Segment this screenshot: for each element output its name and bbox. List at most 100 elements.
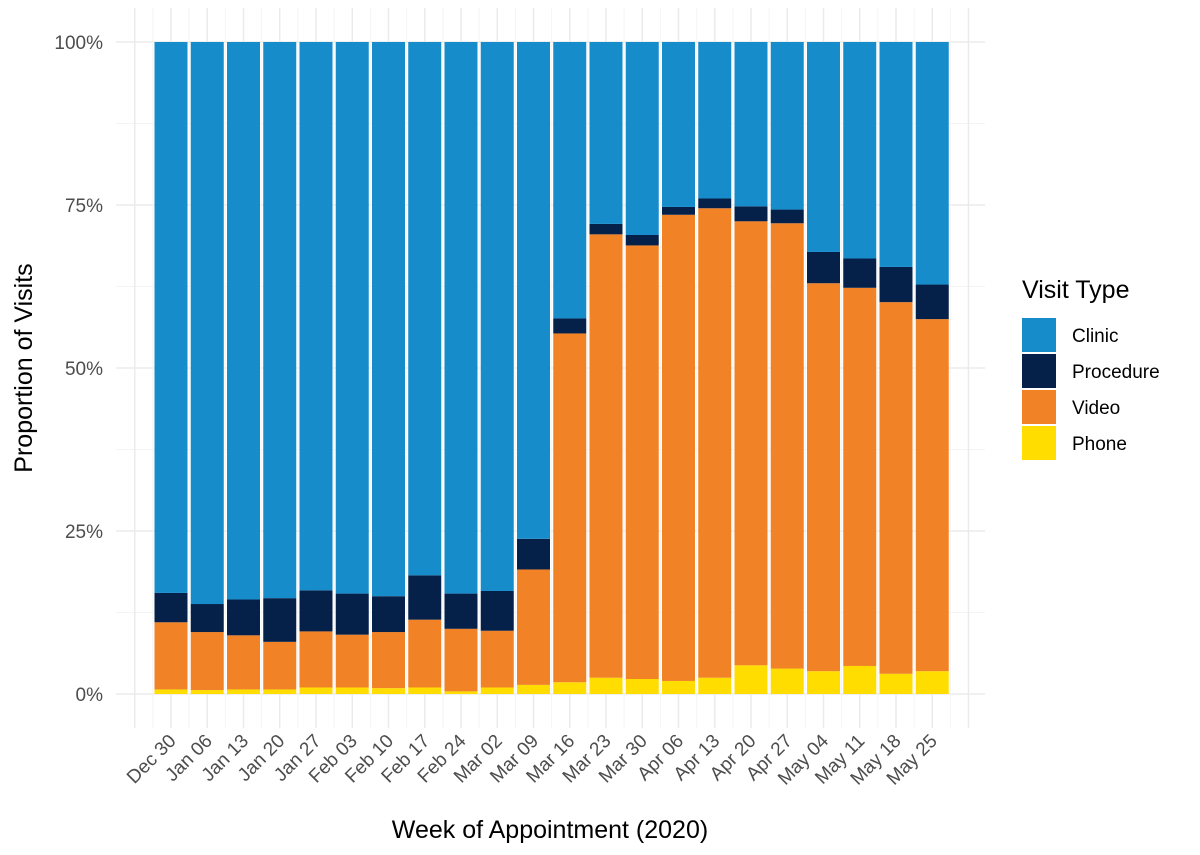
- bar-procedure-mar-02: [480, 590, 514, 631]
- bar-video-mar-02: [480, 630, 514, 688]
- bar-phone-jan-13: [227, 689, 260, 694]
- y-tick-label: 0%: [76, 685, 104, 706]
- y-tick-label: 25%: [65, 522, 103, 543]
- bar-procedure-may-18: [879, 266, 913, 303]
- bar-video-may-18: [879, 302, 913, 674]
- bar-video-apr-27: [770, 223, 804, 669]
- bar-procedure-mar-30: [625, 234, 659, 246]
- y-tick-label: 50%: [65, 359, 103, 380]
- bar-phone-dec-30: [154, 689, 188, 694]
- bar-video-jan-13: [227, 635, 260, 690]
- bar-video-apr-13: [698, 208, 732, 678]
- bar-clinic-mar-02: [480, 42, 514, 591]
- bar-clinic-jan-13: [227, 42, 260, 600]
- x-axis-title: Week of Appointment (2020): [392, 816, 708, 844]
- bar-clinic-feb-17: [408, 42, 442, 576]
- bar-procedure-mar-23: [589, 223, 623, 235]
- bar-procedure-jan-06: [190, 604, 224, 633]
- bar-phone-mar-30: [625, 679, 659, 694]
- bar-phone-may-18: [879, 673, 913, 694]
- y-axis-tick-labels: 0% 25% 50% 75% 100%: [54, 33, 103, 706]
- bar-phone-may-25: [915, 671, 949, 694]
- bar-procedure-feb-24: [444, 593, 478, 629]
- bar-video-mar-23: [589, 234, 623, 678]
- bar-phone-feb-24: [444, 691, 478, 694]
- bar-procedure-apr-20: [734, 206, 768, 222]
- bar-phone-apr-13: [698, 677, 732, 694]
- legend-label-phone: Phone: [1072, 434, 1127, 455]
- bar-phone-feb-10: [372, 688, 405, 694]
- bar-clinic-feb-24: [444, 42, 478, 594]
- legend-key-clinic: [1022, 318, 1056, 352]
- legend-label-clinic: Clinic: [1072, 326, 1118, 347]
- bar-phone-feb-03: [335, 687, 369, 694]
- bar-procedure-feb-17: [408, 575, 442, 620]
- bar-phone-feb-17: [408, 687, 442, 694]
- bar-clinic-mar-09: [517, 42, 550, 539]
- bar-phone-apr-20: [734, 665, 768, 694]
- bar-video-feb-17: [408, 619, 442, 688]
- bar-video-apr-06: [662, 214, 695, 681]
- legend-title: Visit Type: [1022, 276, 1129, 304]
- bar-procedure-jan-13: [227, 599, 260, 636]
- bar-clinic-feb-03: [335, 42, 369, 594]
- bar-procedure-jan-27: [299, 590, 333, 632]
- bar-video-dec-30: [154, 622, 188, 690]
- bar-clinic-apr-20: [734, 42, 768, 207]
- legend-key-phone: [1022, 426, 1056, 460]
- bar-video-feb-10: [372, 632, 405, 689]
- bar-video-may-11: [843, 287, 877, 666]
- bar-video-jan-27: [299, 631, 333, 688]
- bar-phone-may-04: [807, 671, 840, 694]
- bar-video-feb-03: [335, 634, 369, 688]
- bar-phone-jan-27: [299, 687, 333, 694]
- bar-clinic-dec-30: [154, 42, 188, 593]
- bar-phone-jan-06: [190, 690, 224, 694]
- bar-clinic-may-18: [879, 42, 913, 267]
- bar-procedure-apr-06: [662, 206, 695, 215]
- legend-label-procedure: Procedure: [1072, 362, 1160, 383]
- bar-clinic-apr-27: [770, 42, 804, 210]
- bar-procedure-may-04: [807, 251, 840, 284]
- bar-phone-mar-02: [480, 687, 514, 694]
- bar-phone-mar-09: [517, 684, 550, 694]
- legend-key-video: [1022, 390, 1056, 424]
- bar-phone-apr-06: [662, 680, 695, 694]
- bar-procedure-jan-20: [263, 598, 297, 642]
- bar-video-may-25: [915, 319, 949, 672]
- bars-layer: [154, 42, 949, 694]
- bar-phone-mar-16: [553, 682, 587, 694]
- bar-procedure-apr-13: [698, 198, 732, 209]
- bar-clinic-may-25: [915, 42, 949, 285]
- y-tick-label: 100%: [54, 33, 103, 54]
- bar-clinic-mar-16: [553, 42, 587, 319]
- y-axis-title: Proportion of Visits: [10, 263, 38, 472]
- bar-video-jan-06: [190, 632, 224, 691]
- bar-clinic-feb-10: [372, 42, 405, 597]
- legend-key-procedure: [1022, 354, 1056, 388]
- bar-video-jan-20: [263, 641, 297, 690]
- bar-clinic-jan-27: [299, 42, 333, 591]
- bar-video-apr-20: [734, 221, 768, 666]
- bar-clinic-apr-13: [698, 42, 732, 199]
- bar-video-mar-30: [625, 245, 659, 680]
- bar-video-may-04: [807, 283, 840, 672]
- bar-video-mar-16: [553, 333, 587, 683]
- bar-clinic-may-04: [807, 42, 840, 252]
- bar-clinic-jan-06: [190, 42, 224, 605]
- bar-clinic-apr-06: [662, 42, 695, 207]
- bar-procedure-mar-09: [517, 538, 550, 570]
- bar-video-feb-24: [444, 628, 478, 692]
- bar-procedure-feb-10: [372, 596, 405, 633]
- bar-phone-may-11: [843, 665, 877, 694]
- legend-label-video: Video: [1072, 398, 1120, 419]
- bar-video-mar-09: [517, 569, 550, 685]
- bar-clinic-may-11: [843, 42, 877, 259]
- legend: Visit Type Clinic Procedure Video Phone: [1022, 276, 1160, 460]
- bar-procedure-may-11: [843, 258, 877, 288]
- bar-procedure-feb-03: [335, 593, 369, 635]
- bar-procedure-apr-27: [770, 209, 804, 224]
- bar-procedure-dec-30: [154, 592, 188, 623]
